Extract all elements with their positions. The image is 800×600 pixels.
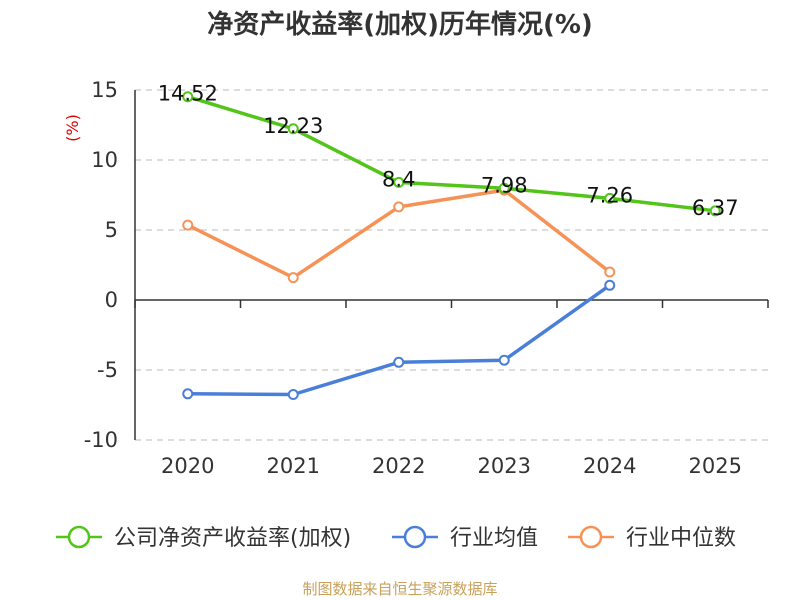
y-tick-label: 0 bbox=[105, 288, 118, 312]
data-point bbox=[287, 389, 299, 400]
data-label: 8.4 bbox=[382, 167, 415, 191]
x-tick-labels: 2020 2021 2022 2023 2024 2025 bbox=[161, 454, 742, 478]
legend: 公司净资产收益率(加权) 行业均值 行业中位数 bbox=[56, 525, 736, 551]
data-point bbox=[393, 356, 405, 368]
data-point bbox=[182, 388, 194, 400]
data-labels: 14.52 12.23 8.4 7.98 7.26 6.37 bbox=[158, 82, 739, 220]
data-point bbox=[393, 201, 405, 213]
data-label: 7.26 bbox=[586, 183, 633, 207]
data-point bbox=[182, 219, 194, 231]
data-point bbox=[287, 272, 299, 284]
gridlines bbox=[135, 89, 768, 441]
y-tick-label: 5 bbox=[105, 218, 118, 242]
legend-label: 公司净资产收益率(加权) bbox=[114, 526, 351, 551]
data-point bbox=[709, 205, 721, 217]
x-tick-label: 2020 bbox=[161, 454, 214, 478]
legend-marker bbox=[579, 525, 603, 549]
legend-label: 行业均值 bbox=[450, 526, 538, 551]
y-tick-label: 10 bbox=[91, 148, 118, 172]
legend-label: 行业中位数 bbox=[626, 526, 736, 551]
x-tick-label: 2022 bbox=[372, 454, 425, 478]
source-note: 制图数据来自恒生聚源数据库 bbox=[302, 580, 497, 598]
data-point bbox=[287, 123, 299, 135]
data-point bbox=[604, 266, 616, 278]
x-tick-label: 2025 bbox=[689, 454, 742, 478]
legend-item: 行业均值 bbox=[392, 525, 538, 551]
y-tick-labels: 15 10 5 0 -5 -10 bbox=[84, 78, 118, 452]
data-label: 6.37 bbox=[692, 196, 739, 220]
y-tick-label: -10 bbox=[84, 428, 118, 452]
data-point bbox=[604, 192, 616, 204]
series-points bbox=[182, 91, 721, 400]
y-tick-label: 15 bbox=[91, 78, 118, 102]
data-point bbox=[498, 182, 510, 194]
data-label: 14.52 bbox=[158, 82, 218, 106]
axes bbox=[134, 90, 769, 440]
y-axis-label: (%) bbox=[63, 114, 82, 142]
series-line-0 bbox=[186, 94, 717, 213]
x-tick-label: 2024 bbox=[583, 454, 636, 478]
x-tick-label: 2021 bbox=[267, 454, 320, 478]
data-point bbox=[498, 354, 510, 366]
legend-marker bbox=[67, 525, 91, 549]
y-tick-label: -5 bbox=[97, 358, 118, 382]
series-lines bbox=[186, 94, 717, 397]
legend-marker bbox=[403, 525, 427, 549]
data-point bbox=[393, 176, 405, 188]
chart-title: 净资产收益率(加权)历年情况(%) bbox=[207, 9, 593, 40]
legend-item: 公司净资产收益率(加权) bbox=[56, 525, 351, 551]
x-tick-label: 2023 bbox=[478, 454, 531, 478]
legend-item: 行业中位数 bbox=[568, 525, 736, 551]
data-point bbox=[182, 91, 194, 103]
data-label: 12.23 bbox=[263, 114, 323, 138]
series-line-1 bbox=[186, 283, 612, 397]
data-point bbox=[604, 279, 616, 291]
data-label: 7.98 bbox=[481, 173, 528, 197]
